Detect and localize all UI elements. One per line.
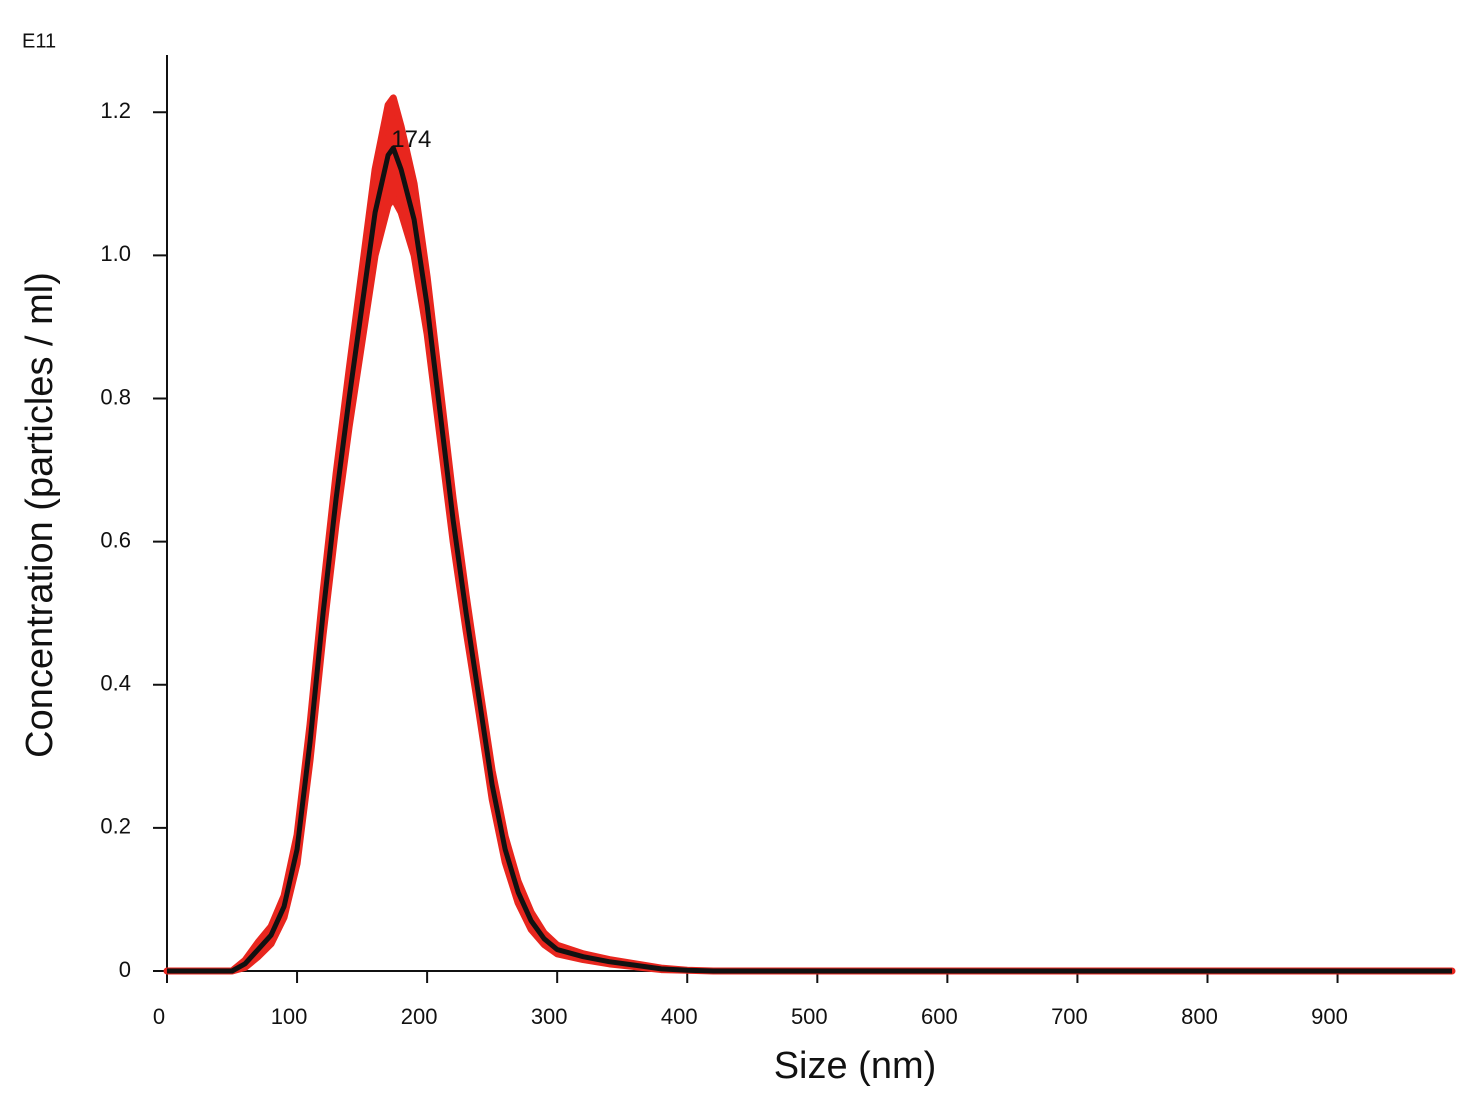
y-tick-label: 0 (119, 957, 131, 982)
x-tick-label: 600 (921, 1004, 958, 1029)
y-tick-label: 0.8 (100, 384, 131, 409)
peak-label: 174 (391, 126, 431, 153)
y-tick-label: 0.4 (100, 671, 131, 696)
y-tick-label: 0.6 (100, 527, 131, 552)
y-tick-label: 1.0 (100, 241, 131, 266)
x-tick-label: 700 (1051, 1004, 1088, 1029)
x-tick-label: 900 (1311, 1004, 1348, 1029)
x-tick-label: 500 (791, 1004, 828, 1029)
error-band (163, 94, 1456, 975)
x-tick-label: 100 (271, 1004, 308, 1029)
y-axis-title: Concentration (particles / ml) (19, 272, 61, 758)
mean-line (167, 145, 1452, 974)
x-tick-label: 300 (531, 1004, 568, 1029)
x-tick-label: 400 (661, 1004, 698, 1029)
y-multiplier: E11 (22, 30, 56, 52)
x-tick-label: 800 (1181, 1004, 1218, 1029)
x-tick-label: 200 (401, 1004, 438, 1029)
y-tick-label: 0.2 (100, 814, 131, 839)
x-tick-label: 0 (153, 1004, 165, 1029)
y-tick-label: 1.2 (100, 98, 131, 123)
x-axis-title: Size (nm) (774, 1045, 937, 1087)
